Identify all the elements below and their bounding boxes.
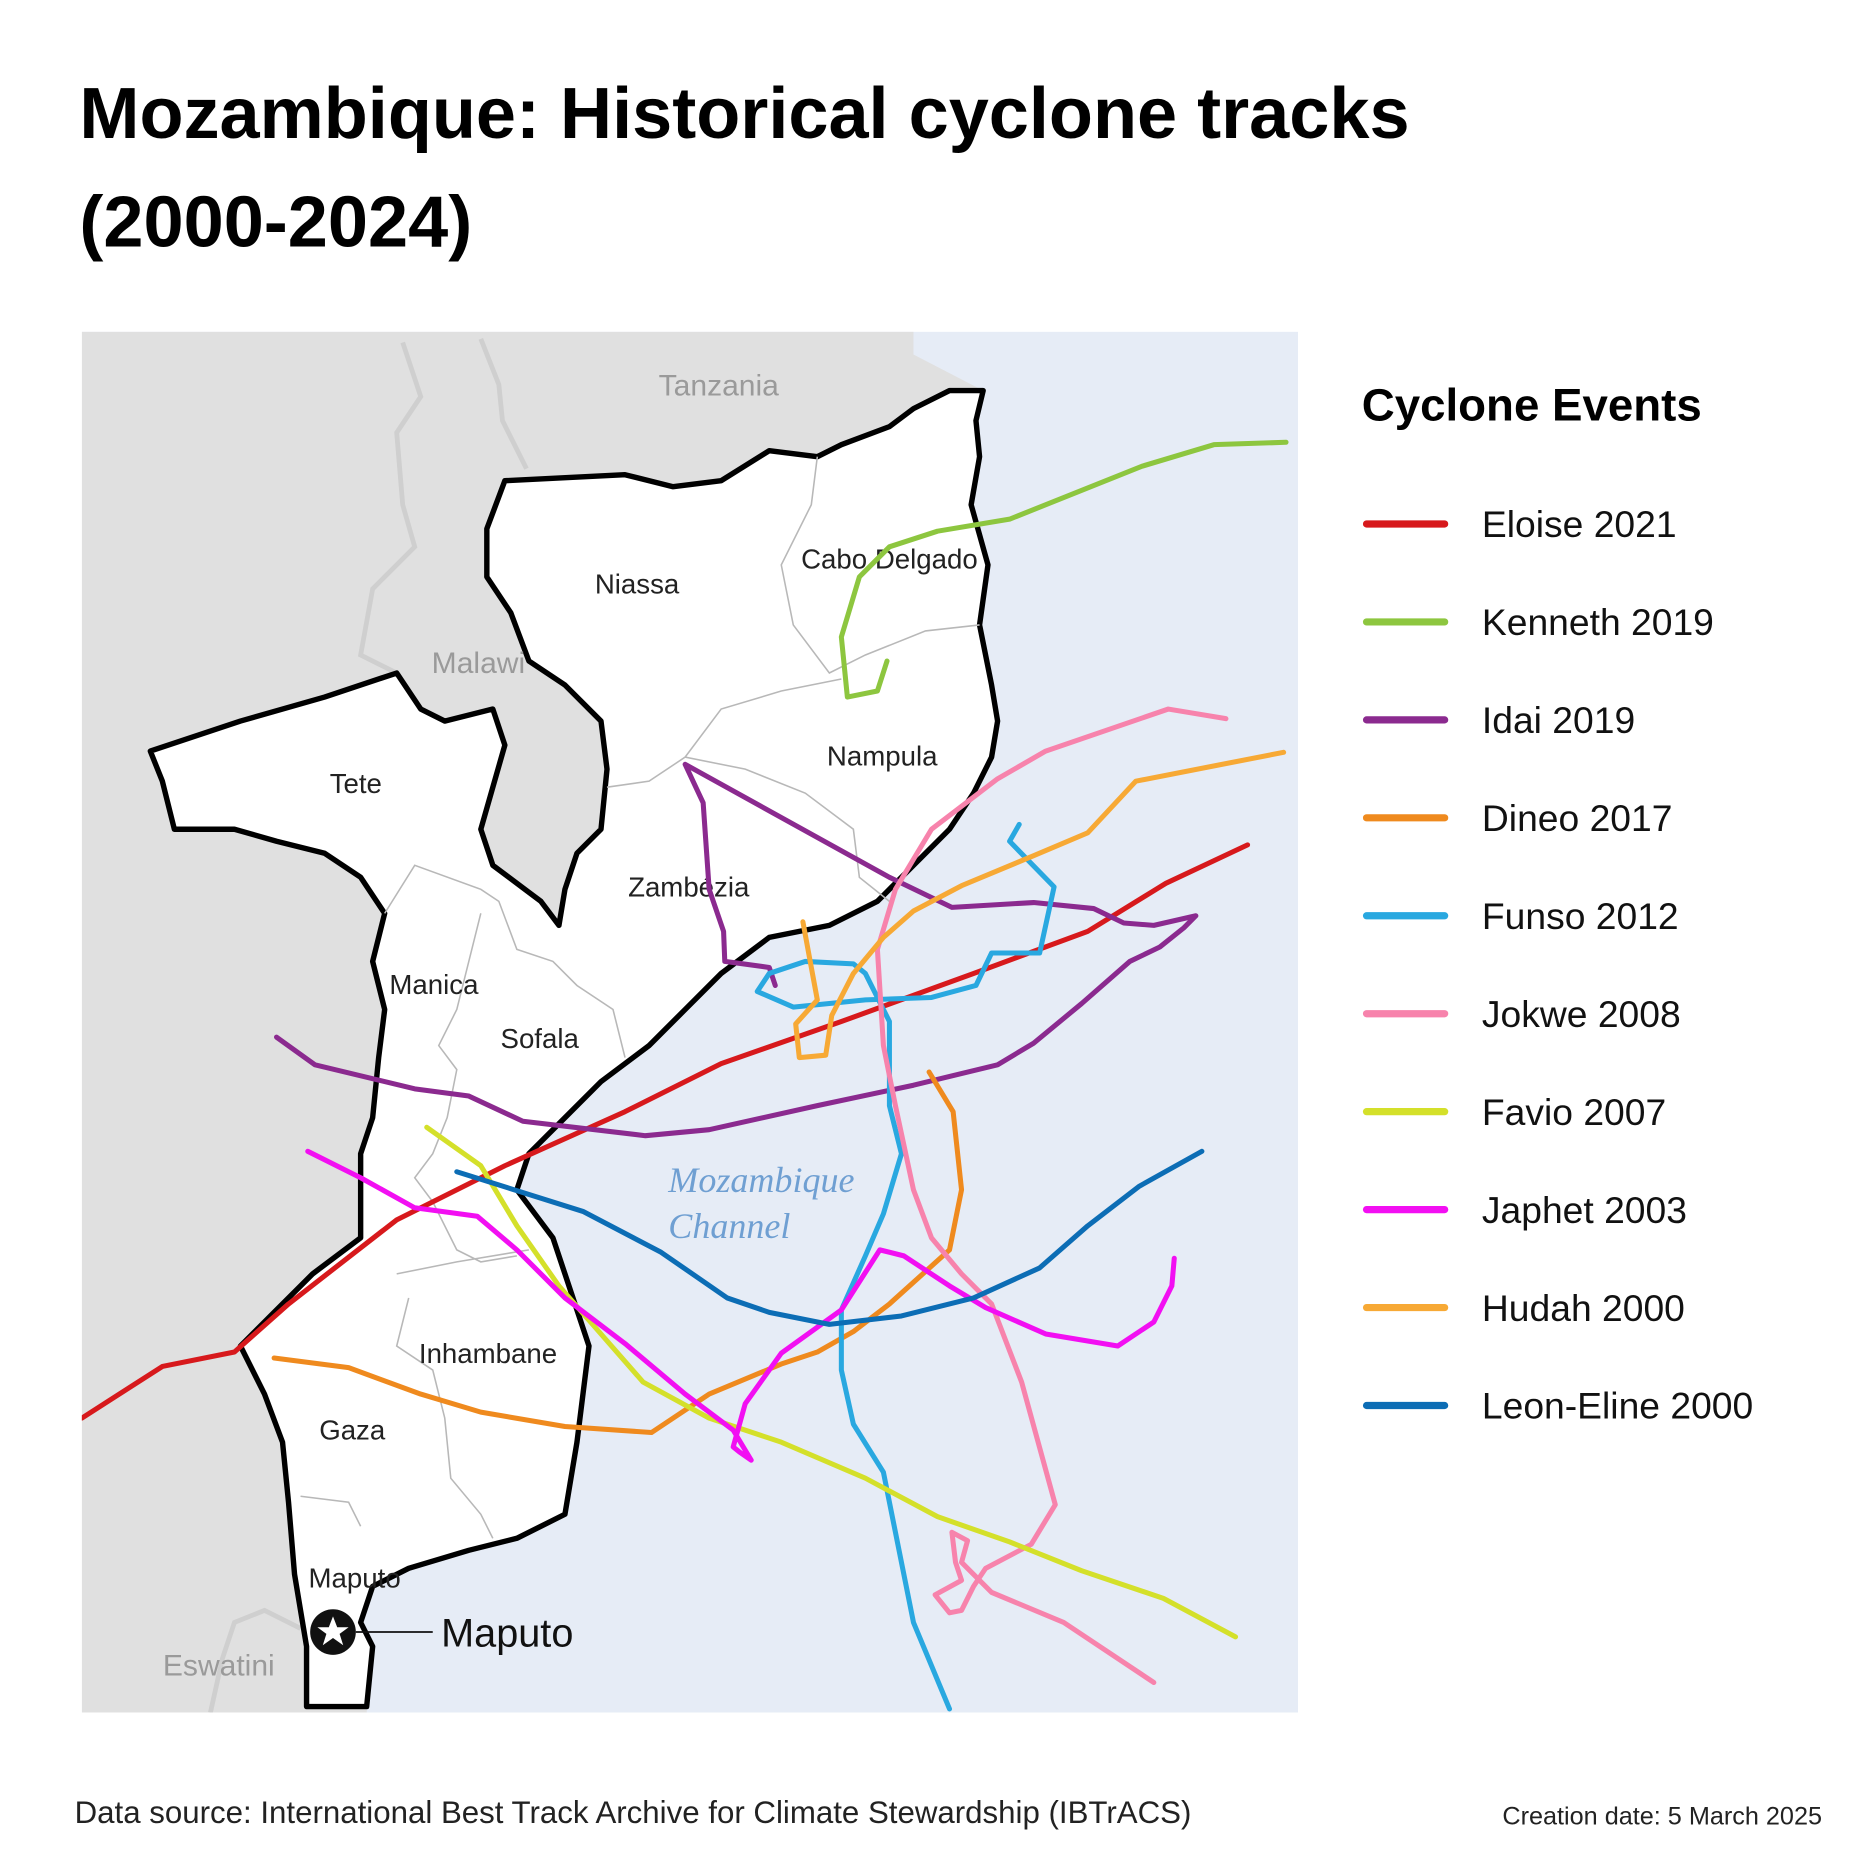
track-favio xyxy=(424,1124,1239,1640)
province-label: Inhambane xyxy=(419,1338,557,1369)
province-label: Nampula xyxy=(827,741,938,772)
legend-label: Eloise 2021 xyxy=(1482,503,1677,545)
track-eloise xyxy=(81,842,1251,1421)
track-leon-eline xyxy=(454,1148,1205,1327)
country-label: Eswatini xyxy=(163,1649,275,1682)
country-label: Malawi xyxy=(432,647,525,680)
province-label: Manica xyxy=(389,969,479,1000)
legend-label: Dineo 2017 xyxy=(1482,797,1673,839)
title-line: (2000-2024) xyxy=(79,182,472,262)
country-border xyxy=(208,338,529,1713)
province-label: Niassa xyxy=(595,569,680,600)
capital-label: Maputo xyxy=(441,1611,573,1655)
legend-label: Hudah 2000 xyxy=(1482,1287,1685,1329)
track-japhet xyxy=(305,1148,1177,1463)
legend-label: Funso 2012 xyxy=(1482,895,1679,937)
creation-date: Creation date: 5 March 2025 xyxy=(1502,1802,1822,1830)
country-label: Tanzania xyxy=(659,369,780,402)
track-dineo xyxy=(271,1069,965,1436)
province-label: Zambézia xyxy=(628,872,750,903)
legend-title: Cyclone Events xyxy=(1362,380,1702,431)
legend: Eloise 2021 Kenneth 2019 Idai 2019 Dineo 20… xyxy=(1362,503,1753,1427)
legend-label: Favio 2007 xyxy=(1482,1091,1666,1133)
track-hudah xyxy=(793,749,1287,1061)
track-jokwe xyxy=(874,706,1229,1686)
mozambique xyxy=(147,387,1001,1710)
track-funso xyxy=(754,821,1057,1712)
sea-label: Mozambique xyxy=(667,1160,854,1200)
map: Tanzania Malawi Eswatini Niassa Cabo Del… xyxy=(81,331,1299,1713)
cyclone-tracks xyxy=(81,439,1289,1712)
track-kenneth xyxy=(838,439,1289,700)
legend-label: Jokwe 2008 xyxy=(1482,993,1681,1035)
data-source: Data source: International Best Track Ar… xyxy=(75,1795,1192,1830)
province-label: Gaza xyxy=(319,1415,386,1446)
province-label: Sofala xyxy=(501,1023,580,1054)
legend-label: Japhet 2003 xyxy=(1482,1189,1687,1231)
legend-label: Idai 2019 xyxy=(1482,699,1635,741)
capital-marker xyxy=(310,1609,433,1655)
sea-label: Channel xyxy=(668,1206,790,1246)
legend-label: Leon-Eline 2000 xyxy=(1482,1385,1753,1427)
track-idai xyxy=(273,761,1199,1139)
province-label: Maputo xyxy=(309,1563,401,1594)
legend-label: Kenneth 2019 xyxy=(1482,601,1714,643)
title-line: Mozambique: Historical cyclone tracks xyxy=(79,74,1409,154)
province-label: Tete xyxy=(330,768,382,799)
